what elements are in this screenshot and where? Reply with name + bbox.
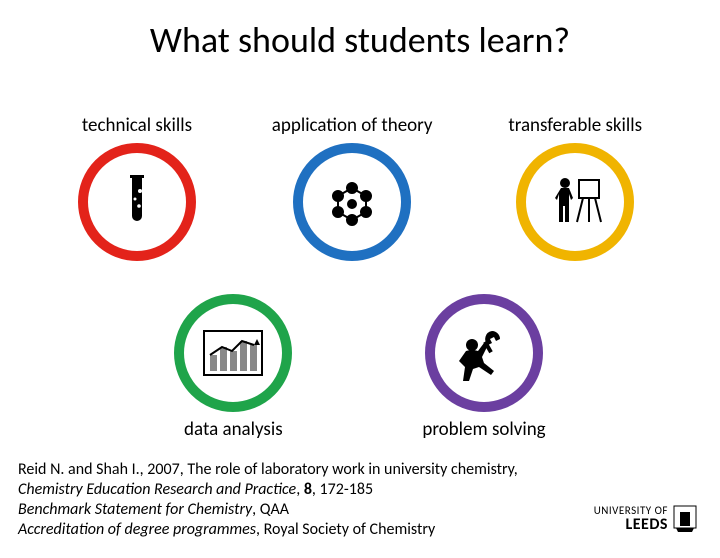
skill-data-analysis: data analysis xyxy=(174,294,292,441)
test-tube-icon xyxy=(93,158,181,246)
citation-doc: Benchmark Statement for Chemistry xyxy=(18,500,252,519)
citation-text: , QAA xyxy=(252,500,289,519)
skills-row-1: technical skills application of theory xyxy=(0,114,720,261)
university-logo: UNIVERSITY OF LEEDS xyxy=(594,504,698,534)
presenter-icon xyxy=(531,158,619,246)
citation-line-3: Accreditation of degree programmes, Roya… xyxy=(18,520,578,540)
citation-text: , xyxy=(296,480,304,499)
citation-block: Reid N. and Shah I., 2007, The role of l… xyxy=(18,460,578,540)
skill-label: data analysis xyxy=(184,418,283,441)
wrench-person-icon xyxy=(440,309,528,397)
slide-title: What should students learn? xyxy=(0,18,720,62)
skill-label: transferable skills xyxy=(508,114,642,137)
skill-label: technical skills xyxy=(82,114,192,137)
citation-vol: 8 xyxy=(304,480,312,499)
molecule-icon xyxy=(308,158,396,246)
logo-text: UNIVERSITY OF LEEDS xyxy=(594,506,668,532)
skill-application: application of theory xyxy=(272,114,433,261)
skills-row-2: data analysis problem solving xyxy=(0,294,720,441)
skill-transferable: transferable skills xyxy=(508,114,642,261)
logo-line: LEEDS xyxy=(594,517,668,532)
bar-chart-icon xyxy=(189,309,277,397)
skill-ring xyxy=(425,294,543,412)
skill-ring xyxy=(78,143,196,261)
skill-label: problem solving xyxy=(422,418,545,441)
citation-text: , 172-185 xyxy=(312,480,373,499)
citation-journal: Chemistry Education Research and Practic… xyxy=(18,480,296,499)
skill-technical: technical skills xyxy=(78,114,196,261)
skill-ring xyxy=(293,143,411,261)
skill-problem-solving: problem solving xyxy=(422,294,545,441)
citation-line-1: Reid N. and Shah I., 2007, The role of l… xyxy=(18,460,578,500)
skill-label: application of theory xyxy=(272,114,433,137)
citation-line-2: Benchmark Statement for Chemistry, QAA xyxy=(18,500,578,520)
citation-text: Reid N. and Shah I., 2007, The role of l… xyxy=(18,460,518,479)
leeds-crest-icon xyxy=(672,504,698,534)
citation-text: , Royal Society of Chemistry xyxy=(256,520,435,539)
citation-doc: Accreditation of degree programmes xyxy=(18,520,256,539)
skill-ring xyxy=(174,294,292,412)
skill-ring xyxy=(516,143,634,261)
